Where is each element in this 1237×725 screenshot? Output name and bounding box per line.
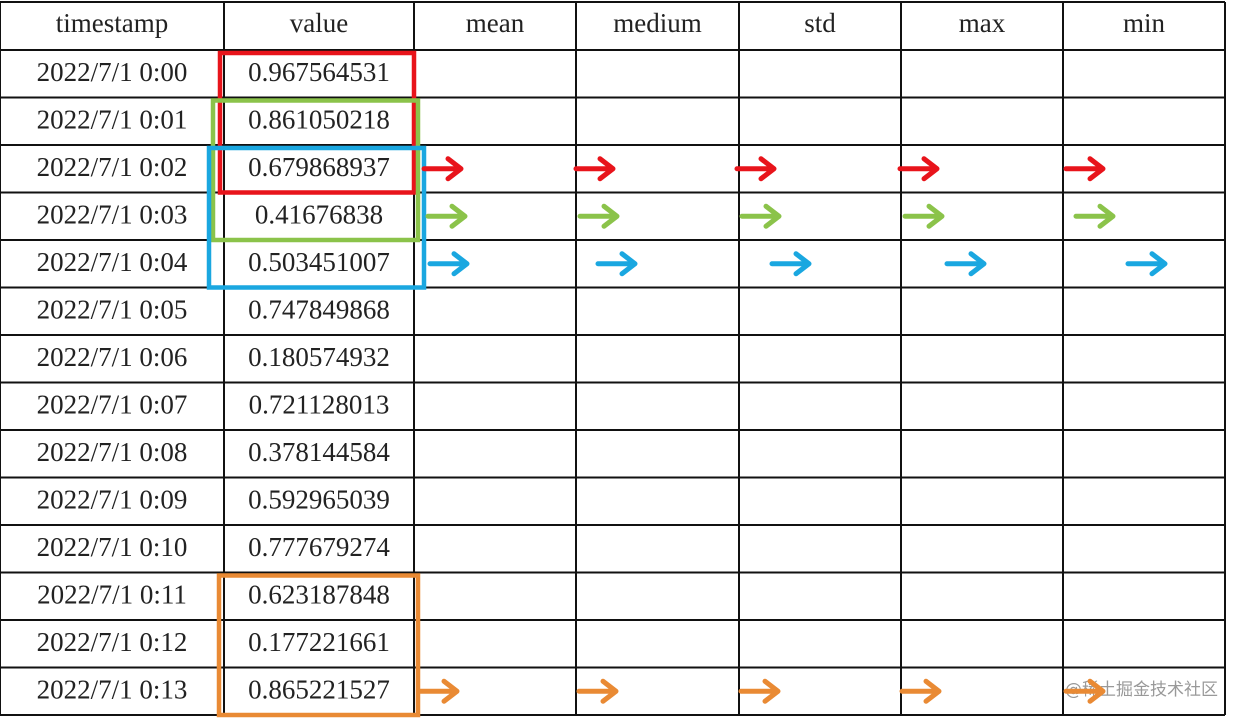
timestamp-cell: 2022/7/1 0:13 bbox=[37, 674, 188, 704]
arrow bbox=[739, 203, 782, 229]
value-cell: 0.378144584 bbox=[248, 437, 390, 467]
arrow bbox=[738, 678, 781, 704]
arrow bbox=[425, 203, 468, 229]
timestamp-cell: 2022/7/1 0:11 bbox=[37, 579, 187, 609]
value-cell: 0.592965039 bbox=[248, 484, 390, 514]
value-cell: 0.721128013 bbox=[249, 389, 390, 419]
value-cell: 0.861050218 bbox=[248, 104, 390, 134]
timestamp-cell: 2022/7/1 0:06 bbox=[37, 342, 188, 372]
header-cell: std bbox=[804, 8, 836, 38]
arrow bbox=[595, 251, 638, 277]
window-box bbox=[216, 573, 421, 718]
value-cell: 0.503451007 bbox=[248, 247, 390, 277]
timestamp-cell: 2022/7/1 0:00 bbox=[37, 57, 188, 87]
arrow bbox=[577, 203, 620, 229]
timestamp-cell: 2022/7/1 0:02 bbox=[37, 152, 188, 182]
arrow bbox=[1125, 251, 1168, 277]
arrow bbox=[944, 251, 987, 277]
timestamp-cell: 2022/7/1 0:12 bbox=[37, 627, 188, 657]
arrow bbox=[902, 203, 945, 229]
arrow bbox=[576, 678, 619, 704]
arrow bbox=[421, 156, 464, 182]
value-cell: 0.747849868 bbox=[248, 294, 390, 324]
timestamp-cell: 2022/7/1 0:07 bbox=[37, 389, 188, 419]
header-cell: min bbox=[1123, 8, 1166, 38]
value-cell: 0.41676838 bbox=[255, 199, 383, 229]
header-cell: max bbox=[959, 8, 1006, 38]
timestamp-cell: 2022/7/1 0:05 bbox=[37, 294, 188, 324]
arrow bbox=[1073, 203, 1116, 229]
header-cell: medium bbox=[613, 8, 702, 38]
watermark: @稀土掘金技术社区 bbox=[1065, 680, 1218, 700]
arrow bbox=[899, 678, 942, 704]
arrow bbox=[769, 251, 812, 277]
header-cell: mean bbox=[466, 8, 525, 38]
arrow bbox=[427, 251, 470, 277]
value-cell: 0.180574932 bbox=[248, 342, 390, 372]
header-cell: value bbox=[290, 8, 348, 38]
arrow bbox=[573, 156, 616, 182]
timestamp-cell: 2022/7/1 0:01 bbox=[37, 104, 188, 134]
timestamp-cell: 2022/7/1 0:08 bbox=[37, 437, 188, 467]
value-cell: 0.777679274 bbox=[248, 532, 390, 562]
arrow bbox=[734, 156, 777, 182]
value-cell: 0.177221661 bbox=[248, 627, 390, 657]
value-cell: 0.967564531 bbox=[248, 57, 390, 87]
value-cell: 0.679868937 bbox=[248, 152, 390, 182]
value-cell: 0.865221527 bbox=[248, 674, 390, 704]
arrow bbox=[1063, 156, 1106, 182]
timestamp-cell: 2022/7/1 0:03 bbox=[37, 199, 188, 229]
arrow bbox=[897, 156, 940, 182]
timestamp-cell: 2022/7/1 0:09 bbox=[37, 484, 188, 514]
arrow bbox=[417, 678, 460, 704]
timestamp-cell: 2022/7/1 0:04 bbox=[37, 247, 188, 277]
header-cell: timestamp bbox=[56, 8, 168, 38]
value-cell: 0.623187848 bbox=[248, 579, 390, 609]
window-box bbox=[210, 98, 421, 243]
window-box bbox=[206, 145, 427, 290]
timestamp-cell: 2022/7/1 0:10 bbox=[37, 532, 188, 562]
window-box bbox=[217, 50, 417, 195]
arrow bbox=[1063, 678, 1106, 704]
